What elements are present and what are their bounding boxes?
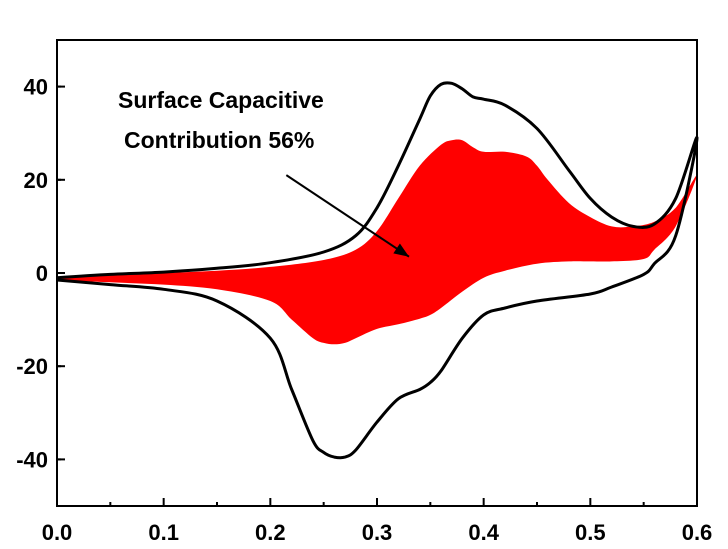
y-tick-label: 20 <box>24 168 48 193</box>
x-tick-label: 0.1 <box>148 520 179 545</box>
y-tick-label: 0 <box>36 261 48 286</box>
annotation-arrow-head <box>393 243 409 257</box>
plot-area <box>56 81 699 460</box>
axes: 0.0 0.1 0.2 0.3 0.4 0.5 0.6 -40 -20 0 20 40 <box>16 39 713 545</box>
x-tick-label: 0.6 <box>682 520 713 545</box>
annotation-line-2: Contribution 56% <box>124 127 314 153</box>
x-tick-label: 0.4 <box>468 520 499 545</box>
y-tick-label: 40 <box>24 75 48 100</box>
annotation-arrow-line <box>285 174 410 258</box>
x-tick-label: 0.3 <box>362 520 393 545</box>
annotation: Surface Capacitive Contribution 56% <box>118 87 410 258</box>
x-tick-label: 0.2 <box>255 520 286 545</box>
total-cv-curve <box>56 81 699 460</box>
capacitive-area <box>57 139 697 345</box>
y-tick-label: -20 <box>16 354 48 379</box>
y-tick-label: -40 <box>16 447 48 472</box>
x-tick-label: 0.0 <box>42 520 73 545</box>
annotation-line-1: Surface Capacitive <box>118 87 324 113</box>
x-tick-label: 0.5 <box>575 520 606 545</box>
